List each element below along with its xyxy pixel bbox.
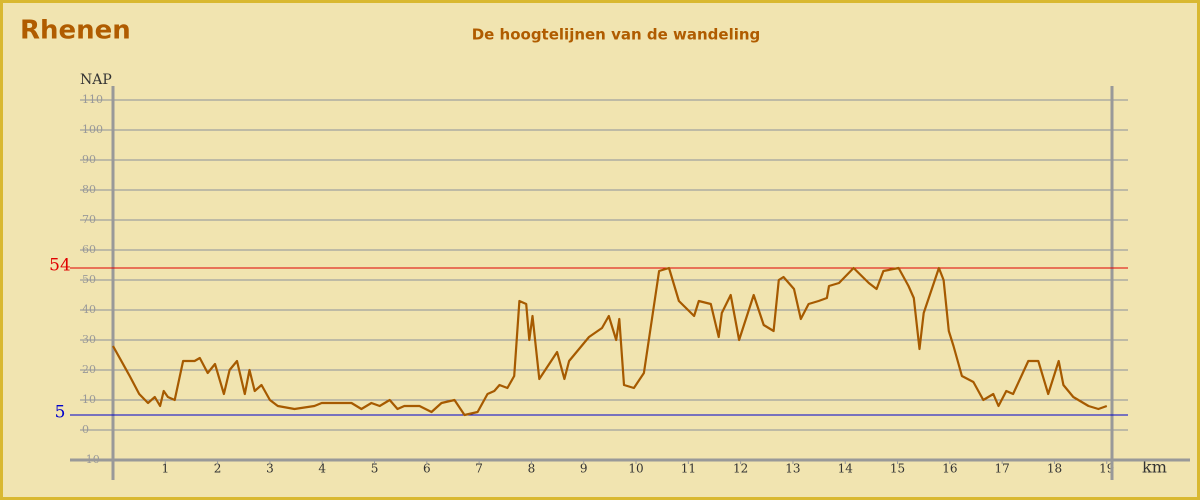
- y-tick-label: 50: [82, 273, 96, 286]
- y-axis-label: NAP: [80, 72, 112, 88]
- x-tick-label: 2: [214, 462, 222, 476]
- x-tick-label: 4: [318, 462, 326, 476]
- x-tick-label: 13: [785, 462, 800, 476]
- y-tick-label: 110: [82, 93, 103, 106]
- y-tick-label: 60: [82, 243, 96, 256]
- y-tick-label: 70: [82, 213, 96, 226]
- x-tick-label: 15: [890, 462, 905, 476]
- x-tick-label: 14: [838, 462, 854, 476]
- y-tick-label: 0: [82, 423, 89, 436]
- x-tick-label: 11: [681, 462, 696, 476]
- chart-title: Rhenen: [20, 16, 131, 46]
- x-axis-label: km: [1142, 458, 1167, 477]
- x-tick-label: 3: [266, 462, 274, 476]
- x-tick-label: 10: [628, 462, 643, 476]
- y-tick-label: 40: [82, 303, 96, 316]
- elevation-line: [112, 266, 1108, 417]
- x-tick-label: 17: [995, 462, 1010, 476]
- y-tick-label: 100: [82, 123, 103, 136]
- x-tick-label: 7: [475, 462, 483, 476]
- x-tick-label: 9: [580, 462, 588, 476]
- x-tick-label: 1: [161, 462, 169, 476]
- x-tick-label: 6: [423, 462, 431, 476]
- chart-subtitle: De hoogtelijnen van de wandeling: [472, 26, 761, 44]
- y-tick-label: 10: [82, 393, 96, 406]
- x-tick-label: 12: [733, 462, 748, 476]
- x-tick-label: 18: [1047, 462, 1062, 476]
- x-tick-label: 5: [371, 462, 379, 476]
- x-tick-label: 16: [942, 462, 957, 476]
- reference-label: 5: [55, 403, 66, 423]
- y-tick-label: 80: [82, 183, 96, 196]
- reference-label: 54: [49, 256, 71, 276]
- y-tick-label: 20: [82, 363, 96, 376]
- x-tick-label: 8: [528, 462, 536, 476]
- y-tick-label: 30: [82, 333, 96, 346]
- y-tick-label: 90: [82, 153, 96, 166]
